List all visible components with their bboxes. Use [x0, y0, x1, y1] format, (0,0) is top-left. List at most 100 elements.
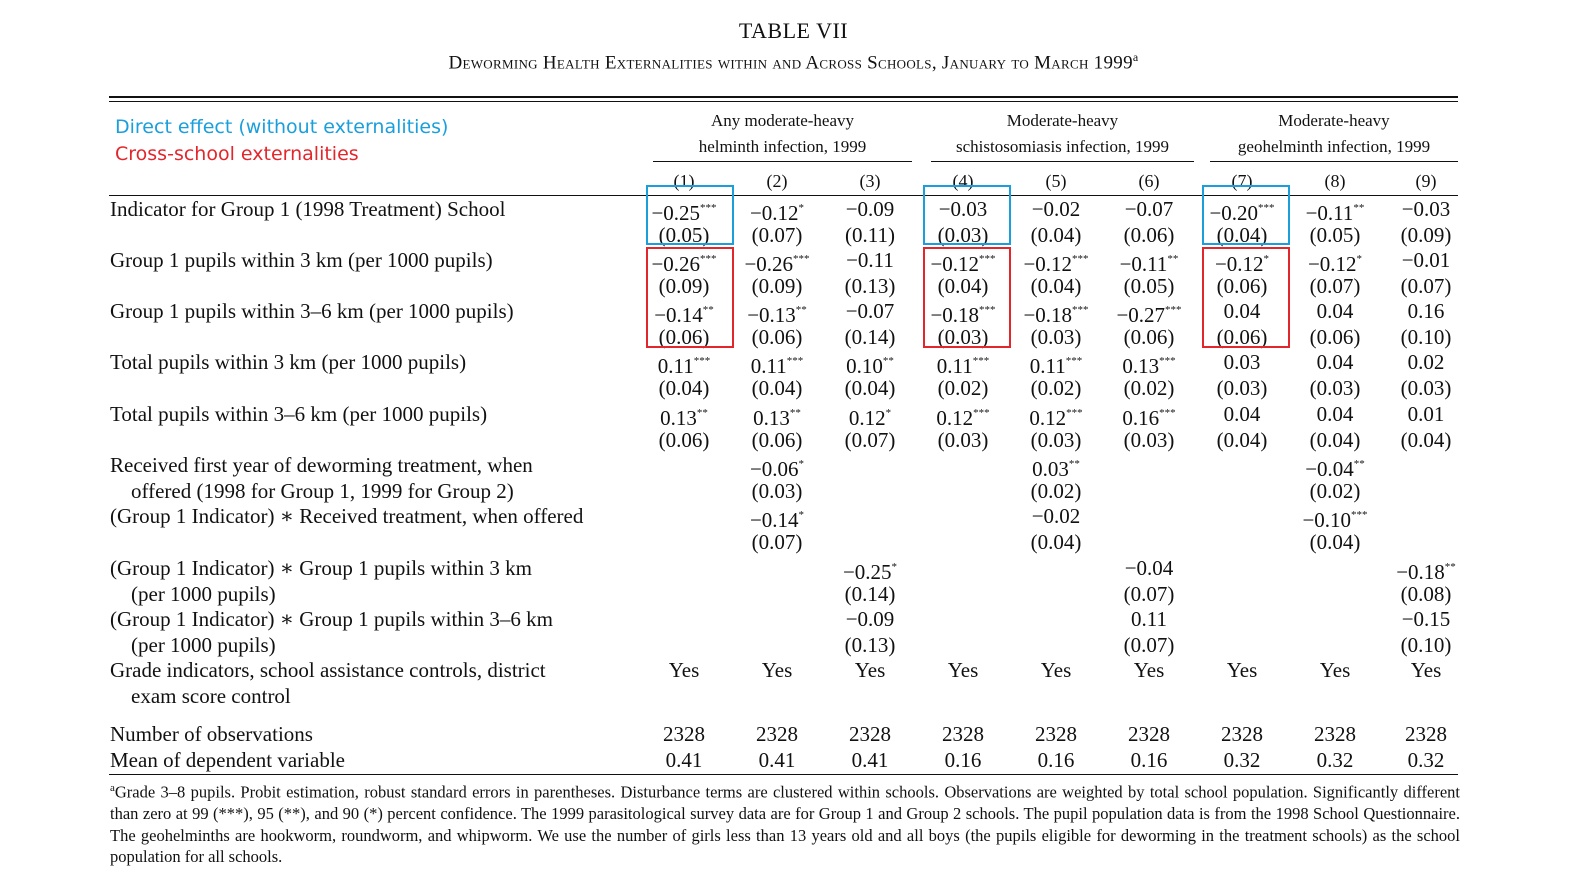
coefficient-cell: −0.01: [1380, 247, 1472, 273]
row-label: (Group 1 Indicator) ∗ Group 1 pupils wit…: [110, 607, 553, 631]
standard-error-cell: (0.03): [1309, 376, 1361, 400]
standard-error-cell: (0.13): [844, 633, 896, 657]
standard-error-cell: (0.07): [1400, 274, 1452, 298]
coefficient-cell: −0.14*: [731, 503, 823, 533]
significance-stars: ***: [1258, 202, 1275, 214]
coefficient-cell: 0.04: [1196, 298, 1288, 324]
coefficient-cell: 0.03**: [1010, 452, 1102, 482]
coefficient-cell: 0.41: [824, 747, 916, 773]
coefficient-value: 0.04: [1316, 350, 1354, 374]
coefficient-value: −0.27: [1116, 303, 1166, 327]
column-number: (9): [1415, 171, 1437, 191]
coefficient-value: 0.04: [1223, 402, 1261, 426]
coefficient-cell: 0.32: [1196, 747, 1288, 773]
standard-error-cell: (0.07): [751, 223, 803, 247]
coefficient-cell: Yes: [731, 657, 823, 683]
coefficient-cell: 2328: [1010, 721, 1102, 747]
coefficient-cell: −0.09: [824, 196, 916, 222]
standard-error-cell: (0.02): [1030, 376, 1082, 400]
coefficient-value: 0.04: [1223, 299, 1261, 323]
standard-error-cell: (0.03): [1123, 428, 1175, 452]
coefficient-cell: −0.03: [1380, 196, 1472, 222]
cross-school-box: [923, 247, 1011, 348]
significance-stars: ***: [1072, 253, 1089, 265]
coefficient-value: −0.12: [930, 252, 980, 276]
significance-stars: *: [798, 509, 805, 521]
row-label: (per 1000 pupils): [131, 582, 276, 606]
column-number: (5): [1045, 171, 1067, 191]
coefficient-cell: −0.04**: [1289, 452, 1381, 482]
coefficient-cell: 0.16: [1380, 298, 1472, 324]
coefficient-cell: −0.11**: [1289, 196, 1381, 226]
coefficient-value: 0.32: [1407, 748, 1445, 772]
standard-error-cell: (0.13): [844, 274, 896, 298]
coefficient-value: −0.03: [1401, 197, 1451, 221]
coefficient-cell: 0.11***: [638, 349, 730, 379]
coefficient-value: −0.09: [845, 607, 895, 631]
standard-error-cell: (0.06): [658, 325, 710, 349]
header-rule: [109, 195, 1458, 196]
coefficient-cell: 2328: [731, 721, 823, 747]
column-group-header: Moderate-heavy schistosomiasis infection,…: [931, 108, 1194, 160]
direct-effect-box: [1202, 185, 1290, 245]
coefficient-cell: 0.11***: [1010, 349, 1102, 379]
coefficient-value: −0.04: [1124, 556, 1174, 580]
coefficient-cell: 0.12***: [917, 401, 1009, 431]
significance-stars: ***: [1065, 355, 1083, 367]
coefficient-cell: 2328: [638, 721, 730, 747]
standard-error-cell: (0.06): [1216, 325, 1268, 349]
standard-error-cell: (0.07): [844, 428, 896, 452]
coefficient-cell: 2328: [1380, 721, 1472, 747]
standard-error-cell: (0.09): [658, 274, 710, 298]
coefficient-cell: 0.13**: [638, 401, 730, 431]
coefficient-cell: −0.26***: [638, 247, 730, 277]
direct-effect-box: [923, 185, 1011, 245]
standard-error-cell: (0.10): [1400, 633, 1452, 657]
coefficient-value: Yes: [761, 658, 793, 682]
significance-stars: **: [696, 407, 708, 419]
coefficient-cell: 2328: [1289, 721, 1381, 747]
coefficient-cell: 0.10**: [824, 349, 916, 379]
significance-stars: **: [789, 407, 801, 419]
standard-error-cell: (0.04): [1309, 530, 1361, 554]
significance-stars: ***: [700, 202, 717, 214]
significance-stars: ***: [1072, 304, 1089, 316]
group-header-line: Moderate-heavy: [1278, 111, 1390, 130]
standard-error-cell: (0.03): [1030, 428, 1082, 452]
coefficient-cell: −0.11**: [1103, 247, 1195, 277]
coefficient-cell: 0.13**: [731, 401, 823, 431]
coefficient-value: 2328: [849, 722, 891, 746]
coefficient-cell: 0.04: [1196, 401, 1288, 427]
coefficient-cell: 0.02: [1380, 349, 1472, 375]
coefficient-value: 2328: [1035, 722, 1077, 746]
coefficient-cell: −0.02: [1010, 196, 1102, 222]
coefficient-value: Yes: [1226, 658, 1258, 682]
coefficient-cell: −0.12*: [731, 196, 823, 226]
standard-error-cell: (0.04): [1030, 274, 1082, 298]
coefficient-cell: 0.04: [1289, 349, 1381, 375]
coefficient-cell: 0.11***: [731, 349, 823, 379]
coefficient-cell: 0.04: [1289, 298, 1381, 324]
coefficient-value: 0.11: [936, 354, 973, 378]
table-title: TABLE VII: [738, 18, 849, 43]
group-underline: [1210, 161, 1458, 162]
significance-stars: *: [1263, 253, 1270, 265]
standard-error-cell: (0.07): [1123, 633, 1175, 657]
coefficient-cell: −0.18**: [1380, 555, 1472, 585]
subtitle-text: Deworming Health Externalities within an…: [448, 52, 1133, 74]
standard-error-cell: (0.03): [937, 428, 989, 452]
coefficient-value: 0.03: [1032, 457, 1069, 481]
standard-error-cell: (0.14): [844, 582, 896, 606]
cross-school-box: [646, 247, 734, 348]
coefficient-cell: 0.12***: [1010, 401, 1102, 431]
standard-error-cell: (0.04): [751, 376, 803, 400]
coefficient-value: 0.41: [851, 748, 889, 772]
significance-stars: **: [795, 304, 807, 316]
row-label: offered (1998 for Group 1, 1999 for Grou…: [131, 479, 514, 503]
coefficient-value: 2328: [942, 722, 984, 746]
group-underline: [931, 161, 1194, 162]
standard-error-cell: (0.02): [1123, 376, 1175, 400]
coefficient-cell: Yes: [1289, 657, 1381, 683]
coefficient-value: 2328: [1405, 722, 1447, 746]
coefficient-value: −0.12: [1214, 252, 1264, 276]
